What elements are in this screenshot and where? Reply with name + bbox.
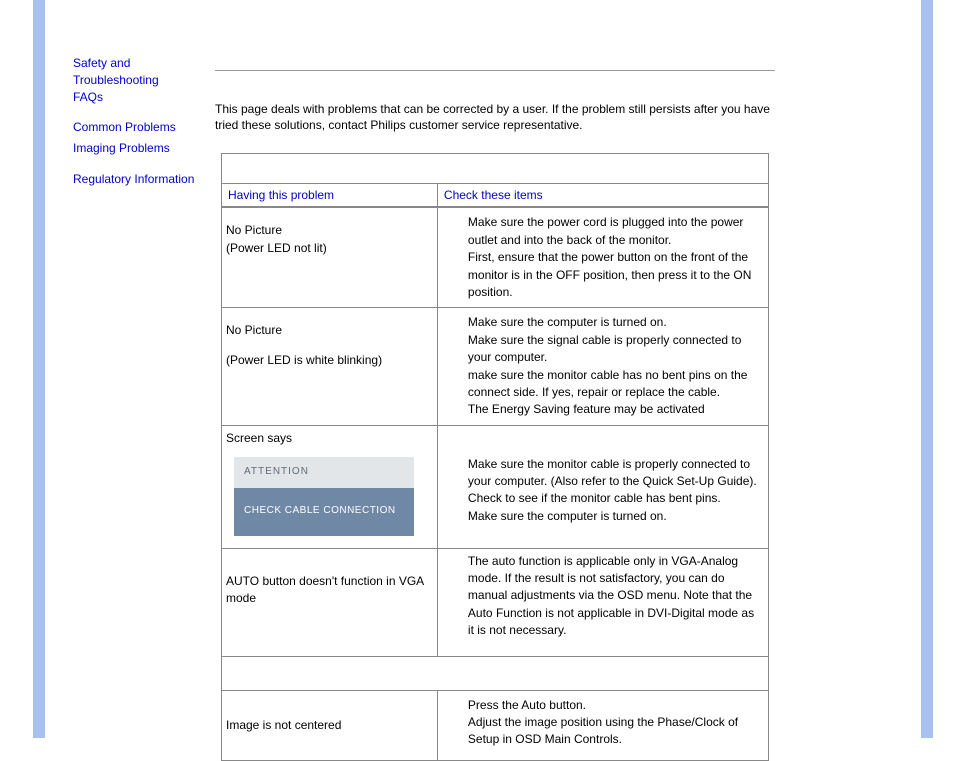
attention-title: ATTENTION (234, 457, 414, 488)
table-row: No Picture (Power LED is white blinking)… (222, 308, 769, 425)
check-text: Press the Auto button. (468, 697, 762, 714)
sidebar-nav: Safety and Troubleshooting FAQs Common P… (73, 55, 203, 202)
main-content: This page deals with problems that can b… (215, 70, 775, 761)
check-text: Make sure the computer is turned on. (468, 314, 762, 331)
check-text: Adjust the image position using the Phas… (468, 714, 762, 749)
problem-text: No Picture (226, 322, 431, 339)
problem-text: No Picture (226, 222, 431, 239)
table-row: No Picture (Power LED not lit) Make sure… (222, 208, 769, 308)
table-spanner-row (222, 656, 769, 690)
table-row: Screen says ATTENTION CHECK CABLE CONNEC… (222, 425, 769, 548)
table-header-row: Having this problem Check these items (222, 184, 769, 208)
table-row: Image is not centered Press the Auto but… (222, 690, 769, 760)
nav-regulatory[interactable]: Regulatory Information (73, 171, 203, 188)
check-text: Check to see if the monitor cable has be… (468, 490, 762, 507)
problem-text: Screen says (226, 430, 431, 447)
check-text: make sure the monitor cable has no bent … (468, 367, 762, 402)
header-check: Check these items (438, 184, 768, 207)
problem-text: (Power LED is white blinking) (226, 352, 431, 369)
intro-text: This page deals with problems that can b… (215, 101, 775, 133)
check-text: Make sure the monitor cable is properly … (468, 456, 762, 491)
check-text: Make sure the computer is turned on. (468, 508, 762, 525)
problem-text: AUTO button doesn't function in VGA mode (226, 573, 431, 608)
attention-box: ATTENTION CHECK CABLE CONNECTION (234, 457, 414, 536)
check-text: First, ensure that the power button on t… (468, 249, 762, 301)
right-accent-bar (921, 0, 933, 738)
table-spanner-row (222, 154, 769, 184)
problem-text: Image is not centered (226, 717, 431, 734)
check-text: Make sure the power cord is plugged into… (468, 214, 762, 249)
attention-body: CHECK CABLE CONNECTION (234, 488, 414, 536)
nav-common-problems[interactable]: Common Problems (73, 119, 203, 136)
nav-safety[interactable]: Safety and Troubleshooting (73, 55, 203, 89)
header-problem: Having this problem (222, 184, 437, 207)
problem-text: (Power LED not lit) (226, 240, 431, 257)
divider (215, 70, 775, 71)
left-accent-bar (33, 0, 45, 738)
nav-imaging-problems[interactable]: Imaging Problems (73, 140, 203, 157)
check-text: The auto function is applicable only in … (468, 553, 762, 640)
nav-faqs[interactable]: FAQs (73, 89, 203, 106)
troubleshooting-table: Having this problem Check these items No… (221, 153, 769, 761)
table-row: AUTO button doesn't function in VGA mode… (222, 548, 769, 656)
check-text: Make sure the signal cable is properly c… (468, 332, 762, 367)
check-text: The Energy Saving feature may be activat… (468, 401, 762, 418)
